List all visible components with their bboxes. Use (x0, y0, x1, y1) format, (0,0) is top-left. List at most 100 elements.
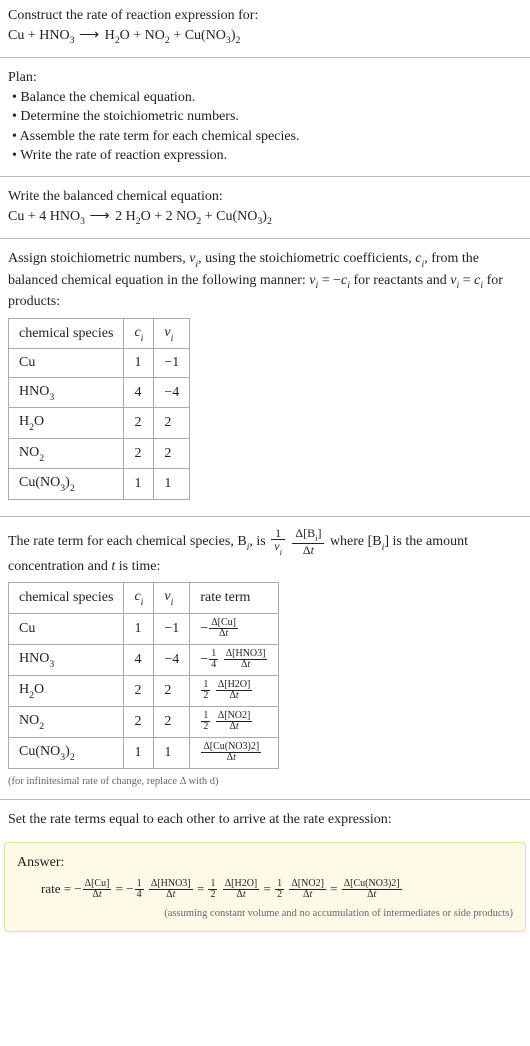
th-species: chemical species (9, 318, 124, 349)
rt-f2n-a: Δ[B (295, 526, 315, 540)
table-row: NO22212 Δ[NO2]Δt (9, 706, 279, 737)
plan-bullet-3: • Assemble the rate term for each chemic… (12, 127, 522, 147)
rt-a: The rate term for each chemical species,… (8, 534, 247, 549)
species-cell: Cu(NO3)2 (9, 737, 124, 768)
species-cell: HNO3 (9, 644, 124, 675)
ci-cell: 1 (124, 349, 154, 378)
table-row: Cu(NO3)211Δ[Cu(NO3)2]Δt (9, 737, 279, 768)
beq-s5: 2 (267, 216, 272, 227)
rateterm-cell: 12 Δ[NO2]Δt (190, 706, 279, 737)
species-cell: NO2 (9, 438, 124, 469)
divider (0, 176, 530, 177)
eq-cuno-close: ) (231, 28, 236, 43)
intro-line: Construct the rate of reaction expressio… (8, 6, 522, 26)
th-ci-sub: i (141, 597, 144, 608)
nui-cell: −4 (154, 377, 190, 408)
th-nui: νi (154, 318, 190, 349)
ci-cell: 2 (124, 408, 154, 439)
beq-3: + Cu(NO (201, 209, 257, 224)
th-ci-c: c (134, 589, 140, 604)
sp-eq1a-sub: i (316, 280, 319, 291)
eq-plus3: + (170, 28, 185, 43)
eq-no-sub: 2 (165, 35, 170, 46)
nui-cell: −1 (154, 613, 190, 644)
eq-o: O (120, 28, 130, 43)
eq-hno: HNO (39, 28, 69, 43)
species-cell: NO2 (9, 706, 124, 737)
th-nui-sub: i (171, 333, 174, 344)
answer-footnote: (assuming constant volume and no accumul… (17, 907, 513, 922)
table-row: H2O2212 Δ[H2O]Δt (9, 675, 279, 706)
eq-cuno-sub1: 3 (226, 35, 231, 46)
divider (0, 57, 530, 58)
stoich-section: Assign stoichiometric numbers, νi, using… (0, 243, 530, 512)
rt-f2d: Δt (292, 544, 324, 557)
nui-cell: 1 (154, 737, 190, 768)
sp-eq2a: ν (450, 273, 456, 288)
table-header-row: chemical species ci νi rate term (9, 583, 279, 614)
th-rate: rate term (190, 583, 279, 614)
species-cell: H2O (9, 675, 124, 706)
fraction: 12 (275, 879, 284, 901)
table-row: Cu(NO3)211 (9, 469, 190, 500)
eq-arrow: ⟶ (75, 28, 105, 43)
table-row: HNO34−4−14 Δ[HNO3]Δt (9, 644, 279, 675)
fraction: Δ[H2O]Δt (216, 680, 253, 702)
nui-cell: 1 (154, 469, 190, 500)
rt-f2d-d: Δ (303, 543, 311, 557)
ci-cell: 2 (124, 438, 154, 469)
beq-2: 2 H (115, 209, 136, 224)
final-para: Set the rate terms equal to each other t… (8, 810, 522, 830)
species-cell: Cu(NO3)2 (9, 469, 124, 500)
balanced-section: Write the balanced chemical equation: Cu… (0, 181, 530, 234)
sp-eq1c-sub: i (347, 280, 350, 291)
rt-a-sub: i (247, 542, 250, 553)
beq-s4: 3 (257, 216, 262, 227)
plan-section: Plan: • Balance the chemical equation. •… (0, 62, 530, 172)
answer-heading: Answer: (17, 853, 513, 873)
ci-cell: 1 (124, 613, 154, 644)
sp-eq1a: ν (309, 273, 315, 288)
fraction: Δ[HNO3]Δt (224, 649, 268, 671)
sp-eq2a-sub: i (457, 280, 460, 291)
fraction: Δ[NO2]Δt (289, 879, 326, 901)
ci-cell: 2 (124, 706, 154, 737)
rt-c-sub: i (382, 542, 385, 553)
eq-h: H (105, 28, 115, 43)
ci-cell: 1 (124, 737, 154, 768)
fraction: Δ[NO2]Δt (216, 711, 253, 733)
divider (0, 799, 530, 800)
rateterm-table: chemical species ci νi rate term Cu1−1−Δ… (8, 582, 279, 769)
beq-s3: 2 (196, 216, 201, 227)
stoich-para: Assign stoichiometric numbers, νi, using… (8, 249, 522, 312)
nui-cell: −4 (154, 644, 190, 675)
th-nui-n: ν (164, 325, 170, 340)
table-row: Cu1−1 (9, 349, 190, 378)
rt-f2d-t: t (311, 543, 314, 557)
fraction: Δ[Cu]Δt (83, 879, 112, 901)
ci-cell: 4 (124, 644, 154, 675)
sp-c1-sub: i (421, 259, 424, 270)
species-cell: H2O (9, 408, 124, 439)
fraction: 12 (208, 879, 217, 901)
th-nui: νi (154, 583, 190, 614)
nui-cell: −1 (154, 349, 190, 378)
beq-1: Cu + 4 HNO (8, 209, 80, 224)
table-row: HNO34−4 (9, 377, 190, 408)
rateterm-cell: Δ[Cu(NO3)2]Δt (190, 737, 279, 768)
fraction: 12 (201, 680, 210, 702)
ci-cell: 1 (124, 469, 154, 500)
fraction: 12 (201, 711, 210, 733)
sp-eq2b: = (459, 273, 474, 288)
eq-hno-sub: 3 (70, 35, 75, 46)
table-row: Cu1−1−Δ[Cu]Δt (9, 613, 279, 644)
plan-bullet-4: • Write the rate of reaction expression. (12, 146, 522, 166)
rt-b: , is (249, 534, 269, 549)
rt-f2n-b: ] (317, 526, 321, 540)
rt-e: is time: (115, 559, 160, 574)
rateterm-cell: −Δ[Cu]Δt (190, 613, 279, 644)
intro-equation: Cu + HNO3 ⟶ H2O + NO2 + Cu(NO3)2 (8, 26, 522, 48)
fraction: 14 (135, 879, 144, 901)
rt-frac2: Δ[Bi]Δt (292, 527, 324, 557)
eq-plus1: + (24, 28, 39, 43)
